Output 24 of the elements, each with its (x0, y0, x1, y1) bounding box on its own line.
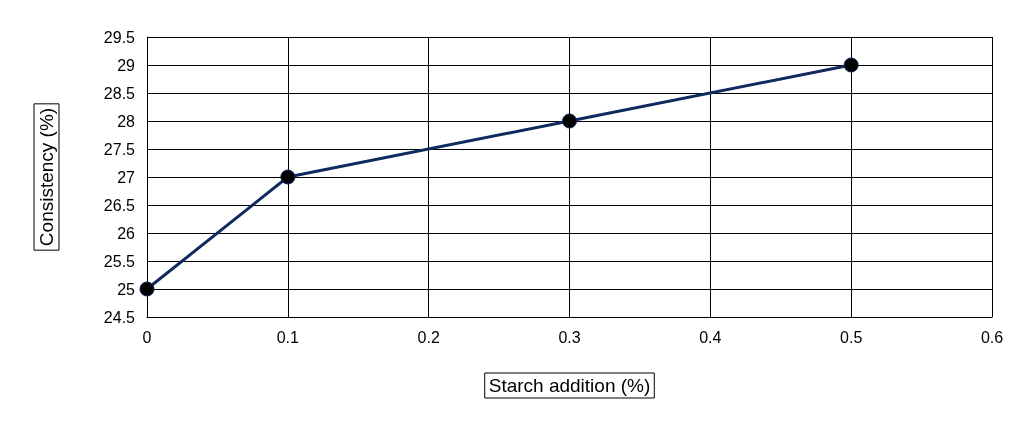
point (139, 281, 155, 297)
x-tick-label: 0.5 (840, 328, 863, 346)
x-tick-label: 0 (142, 328, 152, 346)
point (562, 113, 577, 129)
x-tick-label: 0.6 (980, 328, 1004, 346)
y-tick-label: 26.5 (103, 196, 136, 214)
y-tick-label: 29.5 (103, 28, 136, 46)
y-tick-label: 29 (117, 56, 136, 74)
point (280, 169, 296, 185)
x-axis-title: Starch addition (%) (488, 375, 651, 396)
point (843, 57, 859, 73)
y-tick-label: 25.5 (103, 252, 136, 270)
y-tick-label: 27.5 (103, 140, 136, 158)
x-tick-label: 0.2 (417, 328, 440, 346)
y-tick-label: 27 (117, 168, 136, 186)
y-tick-label: 24.5 (103, 308, 136, 326)
y-tick-label: 28 (117, 112, 136, 130)
x-tick-label: 0.1 (276, 328, 300, 346)
y-axis-title: Consistency (%) (36, 107, 57, 247)
x-tick-label: 0.3 (558, 328, 581, 346)
y-tick-label: 26 (117, 224, 136, 242)
y-tick-label: 25 (117, 280, 136, 298)
x-tick-label: 0.4 (699, 328, 722, 346)
y-tick-label: 28.5 (103, 84, 136, 102)
